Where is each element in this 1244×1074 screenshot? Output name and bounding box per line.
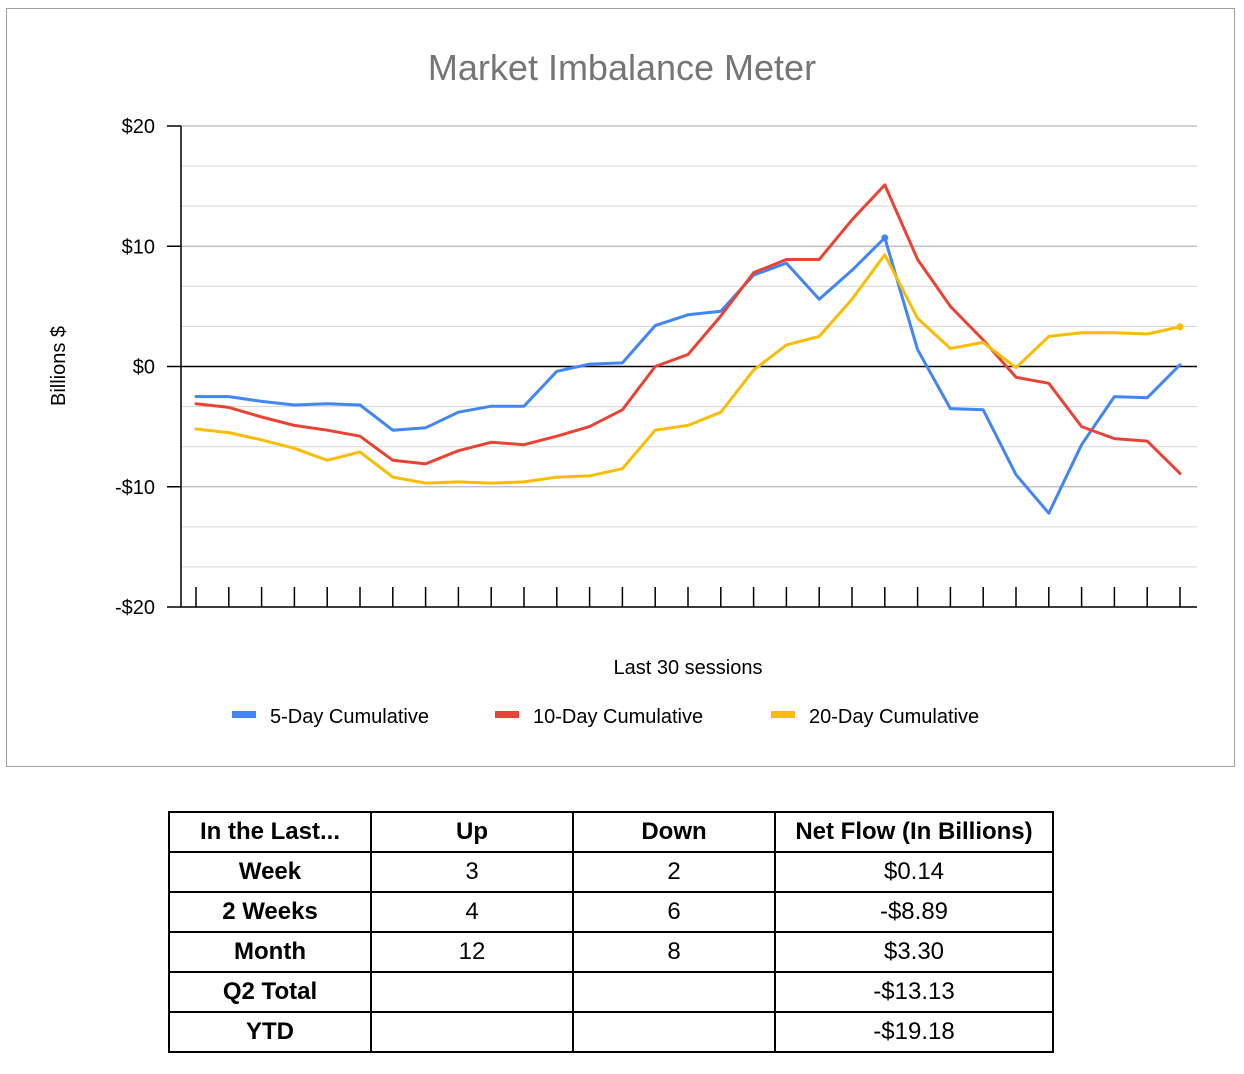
net-flow-cell: $3.30 <box>774 931 1054 973</box>
up-cell <box>370 971 574 1013</box>
axes: $20 $10 $0 -$10 -$20 <box>115 116 1197 619</box>
table-row: Week 3 2 $0.14 <box>168 851 1054 893</box>
legend-label: 5-Day Cumulative <box>270 706 429 728</box>
net-flow-cell: $0.14 <box>774 851 1054 893</box>
net-flow-cell: -$19.18 <box>774 1011 1054 1053</box>
data-point <box>881 234 889 242</box>
table-header-row: In the Last... Up Down Net Flow (In Bill… <box>168 811 1054 853</box>
row-label: Q2 Total <box>168 971 372 1013</box>
header-period: In the Last... <box>168 811 372 853</box>
series-line-3 <box>194 253 1182 485</box>
table-row: Month 12 8 $3.30 <box>168 931 1054 973</box>
series-line-1 <box>194 236 1182 515</box>
gridlines <box>181 125 1197 608</box>
net-flow-cell: -$8.89 <box>774 891 1054 933</box>
down-cell <box>572 1011 776 1053</box>
x-axis-label: Last 30 sessions <box>614 657 763 679</box>
net-flow-cell: -$13.13 <box>774 971 1054 1013</box>
legend-label: 20-Day Cumulative <box>809 706 979 728</box>
up-cell: 4 <box>370 891 574 933</box>
table-row: Q2 Total -$13.13 <box>168 971 1054 1013</box>
up-cell <box>370 1011 574 1053</box>
y-tick-label: $20 <box>122 116 155 138</box>
table-row: YTD -$19.18 <box>168 1011 1054 1053</box>
table-row: 2 Weeks 4 6 -$8.89 <box>168 891 1054 933</box>
header-down: Down <box>572 811 776 853</box>
legend-swatch <box>771 711 795 718</box>
row-label: Week <box>168 851 372 893</box>
series-line-2 <box>194 183 1182 475</box>
up-cell: 12 <box>370 931 574 973</box>
chart-title: Market Imbalance Meter <box>428 47 816 88</box>
line-chart: Market Imbalance Meter Billions $ Last 3… <box>48 47 1197 728</box>
row-label: YTD <box>168 1011 372 1053</box>
y-tick-label: -$20 <box>115 597 155 619</box>
y-tick-label: $10 <box>122 236 155 258</box>
legend: 5-Day Cumulative 10-Day Cumulative 20-Day … <box>232 706 979 728</box>
legend-label: 10-Day Cumulative <box>533 706 703 728</box>
y-tick-label: -$10 <box>115 477 155 499</box>
header-up: Up <box>370 811 574 853</box>
row-label: 2 Weeks <box>168 891 372 933</box>
down-cell <box>572 971 776 1013</box>
data-point <box>1176 323 1184 331</box>
down-cell: 8 <box>572 931 776 973</box>
chart-container: Market Imbalance Meter Billions $ Last 3… <box>6 8 1235 767</box>
legend-swatch <box>495 711 519 718</box>
up-cell: 3 <box>370 851 574 893</box>
down-cell: 6 <box>572 891 776 933</box>
summary-table: In the Last... Up Down Net Flow (In Bill… <box>168 811 1054 1053</box>
series-lines <box>194 183 1184 515</box>
y-tick-label: $0 <box>133 357 155 379</box>
legend-swatch <box>232 711 256 718</box>
y-axis-label: Billions $ <box>48 326 70 406</box>
down-cell: 2 <box>572 851 776 893</box>
header-net-flow: Net Flow (In Billions) <box>774 811 1054 853</box>
row-label: Month <box>168 931 372 973</box>
